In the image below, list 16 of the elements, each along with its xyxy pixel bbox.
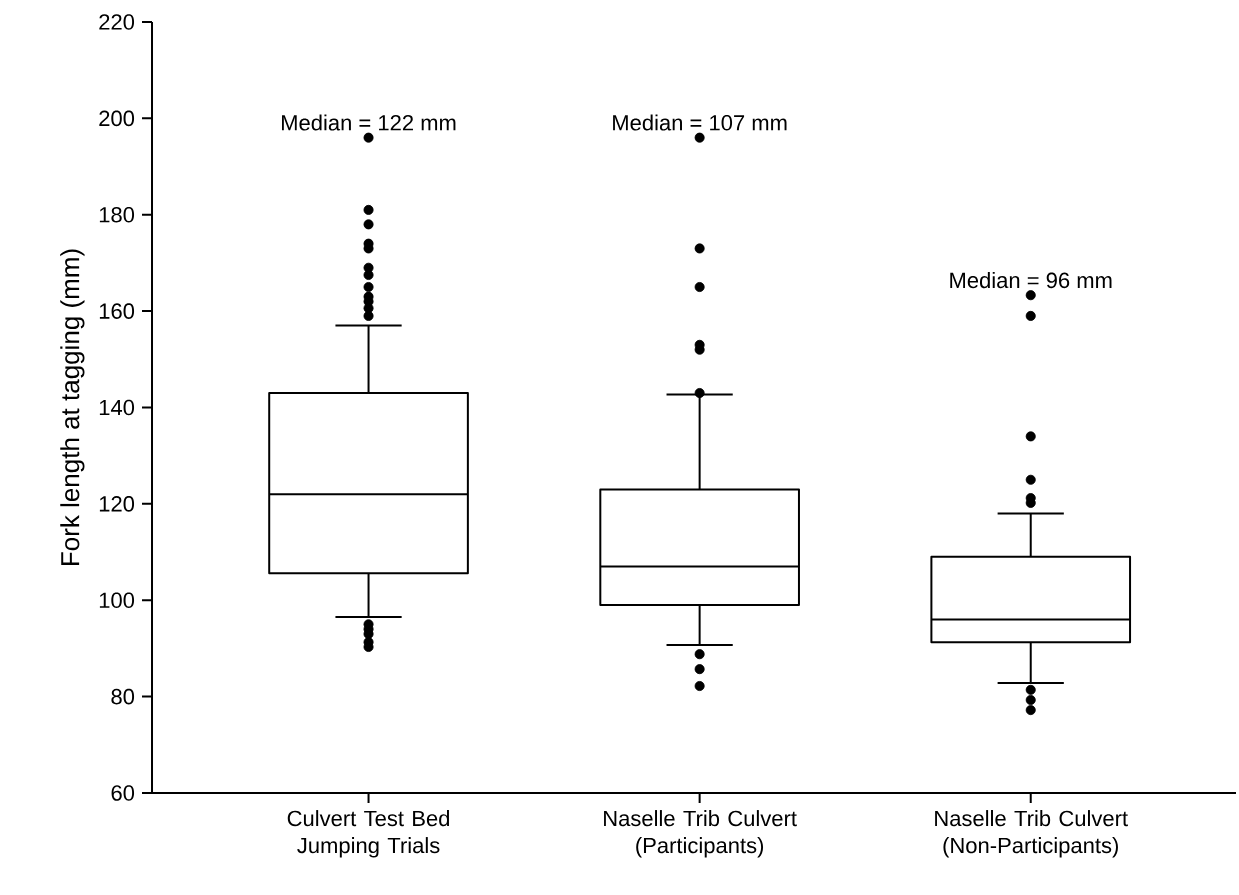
annotation: Median = 122 mm	[282, 114, 456, 131]
y-tick-label: 160	[99, 303, 135, 319]
y-tick-label: 200	[99, 110, 135, 127]
annotation: Median = 107 mm	[613, 114, 787, 131]
y-tick-label: 180	[99, 206, 135, 223]
y-tick-label: 60	[111, 785, 135, 801]
y-tick-label: 80	[111, 688, 135, 705]
y-tick-label: 220	[99, 14, 135, 30]
x-tick-label: Naselle Trib Culvert (Non-Participants)	[935, 810, 1128, 858]
y-axis-title: Fork length at tagging (mm)	[60, 249, 85, 566]
y-tick-label: 100	[99, 592, 135, 609]
x-tick-label: Naselle Trib Culvert (Participants)	[604, 810, 797, 858]
y-tick-label: 120	[99, 496, 135, 512]
x-tick-label: Culvert Test Bed Jumping Trials	[287, 810, 450, 858]
y-tick-label: 140	[99, 399, 135, 416]
annotation: Median = 96 mm	[950, 272, 1112, 289]
